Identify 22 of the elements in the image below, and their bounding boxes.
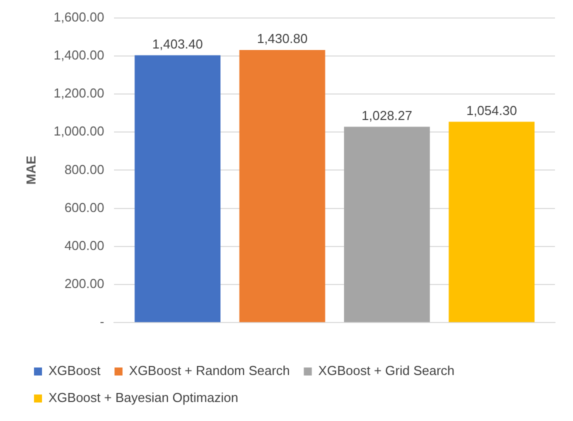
data-label: 1,028.27 [362, 108, 412, 123]
legend-label: XGBoost + Random Search [129, 363, 290, 378]
bar [239, 50, 326, 322]
y-tick-label: 1,400.00 [54, 47, 104, 62]
data-label: 1,054.30 [466, 102, 517, 118]
data-label: 1,403.40 [152, 36, 203, 52]
y-tick-label: 1,600.00 [54, 9, 104, 24]
y-tick-label: 1,200.00 [54, 86, 104, 101]
bar [134, 55, 220, 322]
data-label: 1,430.80 [256, 31, 308, 46]
legend-label: XGBoost [48, 363, 101, 378]
legend-label: XGBoost + Bayesian Optimazion [48, 390, 238, 406]
bar [448, 122, 535, 322]
y-tick-label: 1,000.00 [54, 124, 104, 139]
y-tick-label: 800.00 [64, 162, 104, 177]
y-tick-label: 600.00 [64, 200, 104, 215]
legend-label: XGBoost + Grid Search [318, 363, 455, 378]
bar [344, 126, 430, 322]
y-tick-label: 200.00 [64, 276, 104, 292]
y-axis-title: MAE [23, 155, 38, 185]
y-tick-label: - [100, 314, 104, 330]
y-tick-label: 400.00 [64, 238, 104, 253]
